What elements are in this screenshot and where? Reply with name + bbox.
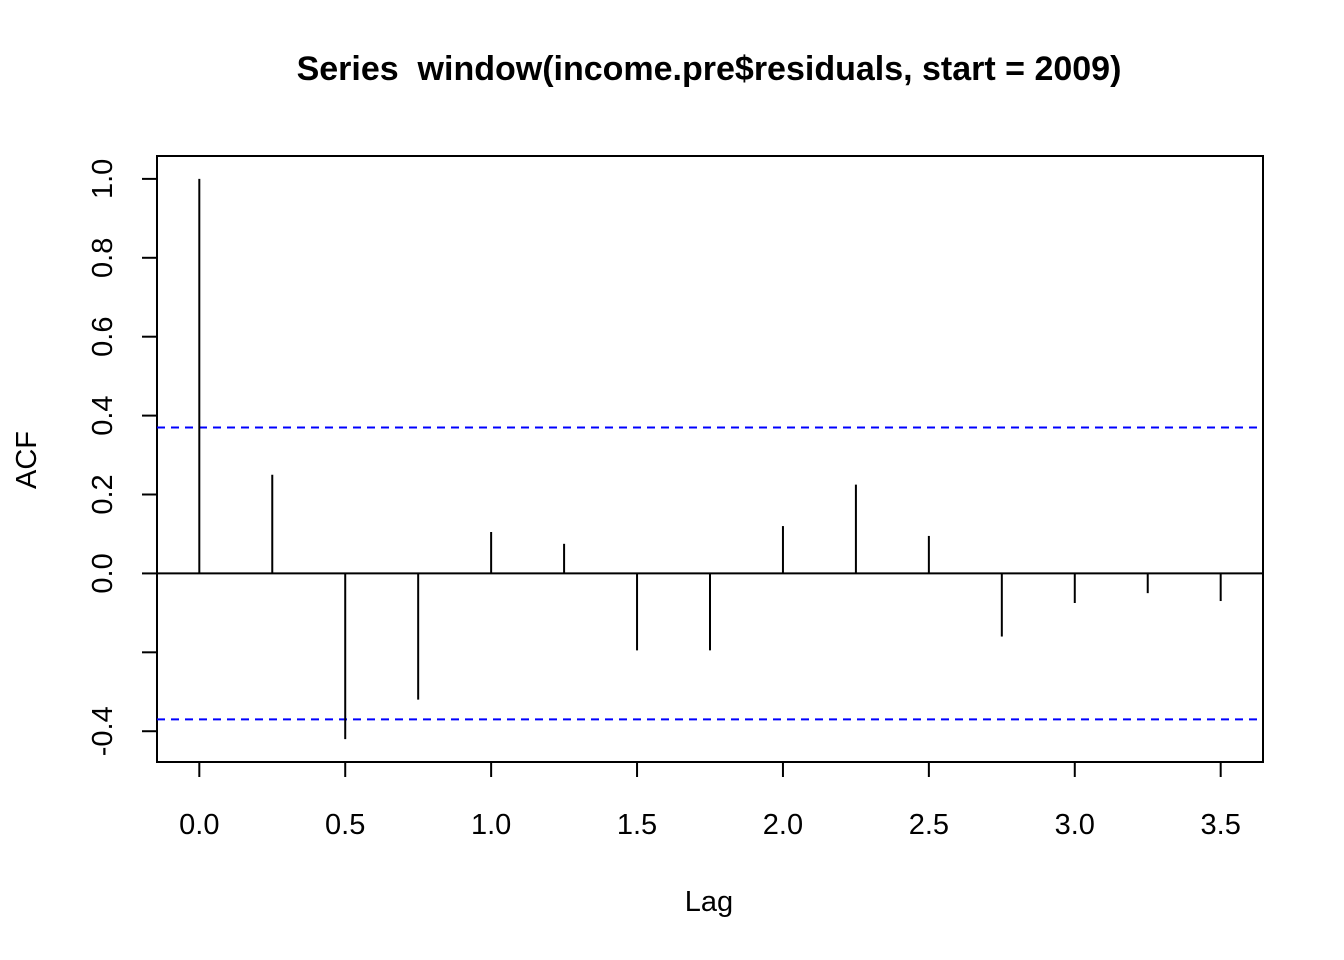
x-tick-label: 1.0 — [471, 809, 511, 841]
y-tick-label: 0.8 — [87, 238, 119, 278]
y-axis-label: ACF — [11, 431, 43, 489]
x-tick-label: 2.0 — [763, 809, 803, 841]
chart-title: Series window(income.pre$residuals, star… — [297, 50, 1122, 88]
x-tick-label: 2.5 — [909, 809, 949, 841]
y-tick-label: 0.0 — [87, 553, 119, 593]
x-tick-label: 0.5 — [325, 809, 365, 841]
x-axis-label: Lag — [685, 886, 733, 918]
plot-frame — [156, 155, 1264, 763]
x-tick-label: 3.0 — [1055, 809, 1095, 841]
y-tick-label: 0.2 — [87, 474, 119, 514]
x-tick-label: 0.0 — [179, 809, 219, 841]
x-tick-label: 1.5 — [617, 809, 657, 841]
y-tick-label: 0.6 — [87, 317, 119, 357]
y-tick-label: -0.4 — [87, 706, 119, 756]
y-tick-label: 0.4 — [87, 395, 119, 435]
y-tick-label: 1.0 — [87, 159, 119, 199]
x-tick-label: 3.5 — [1201, 809, 1241, 841]
